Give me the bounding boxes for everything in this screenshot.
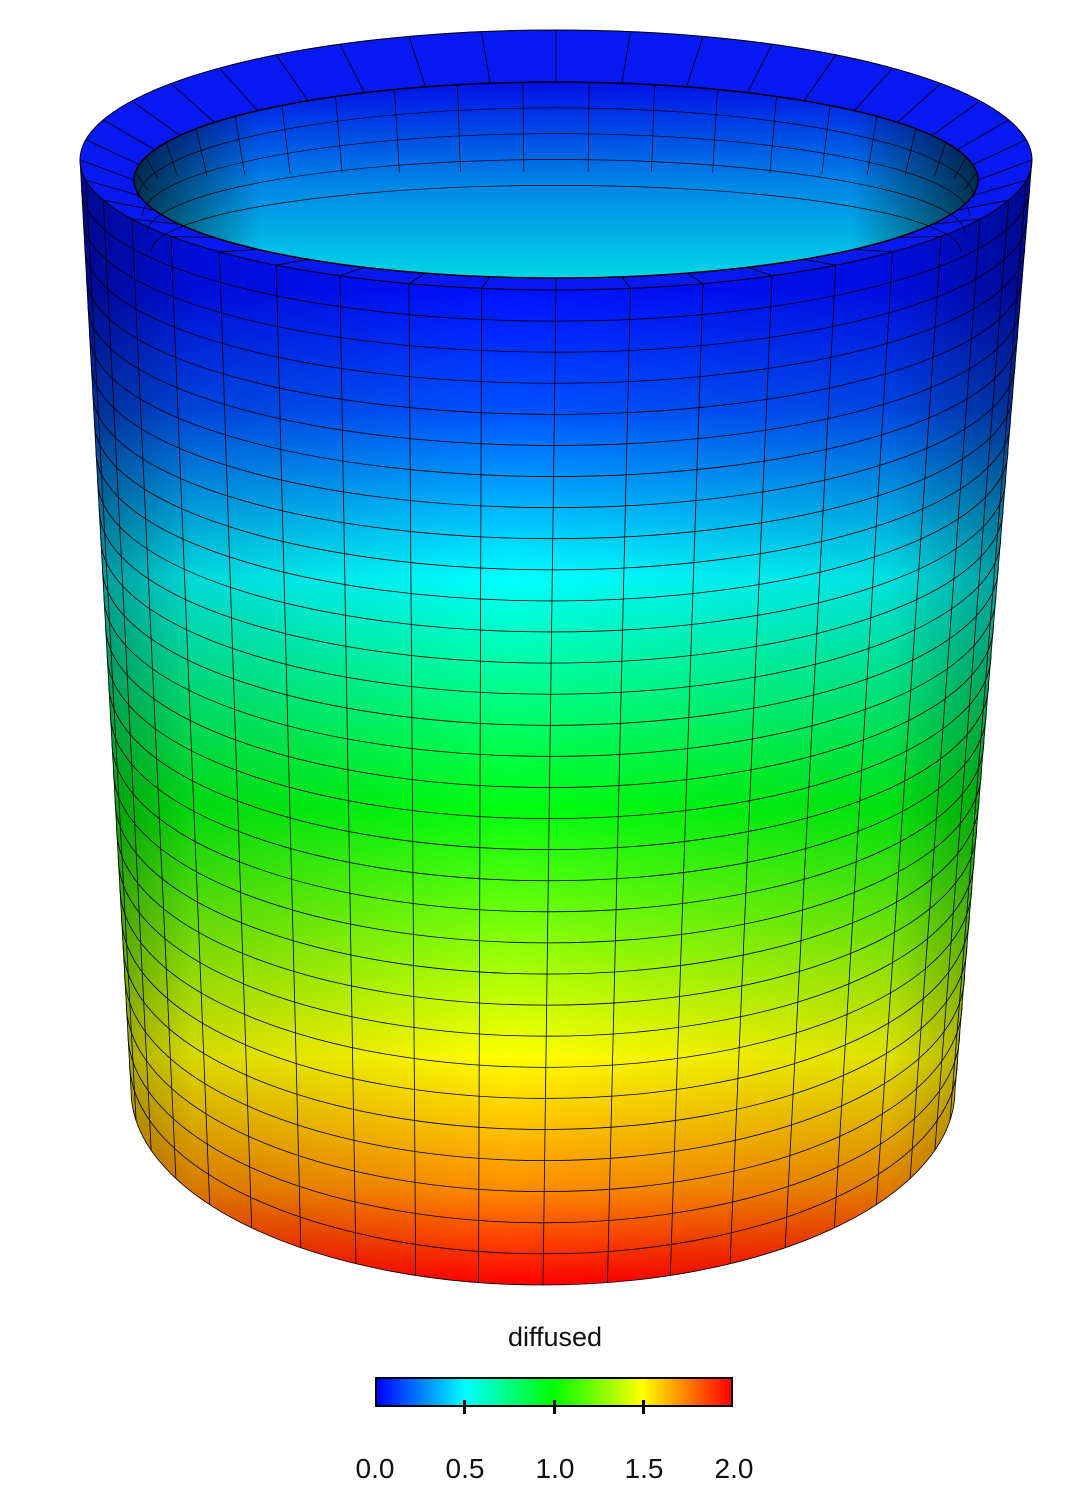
outer-grid-line xyxy=(339,275,357,1264)
rim-grid-line xyxy=(481,276,491,289)
outer-grid-line xyxy=(669,283,704,1276)
inner-grid-line xyxy=(281,105,291,174)
outer-grid-line xyxy=(875,236,942,1205)
rim-grid-line xyxy=(103,119,155,151)
inner-grid-line xyxy=(651,84,655,173)
inner-grid-line xyxy=(933,142,947,178)
outer-grid-line xyxy=(219,251,253,1228)
rim-grid-line xyxy=(931,218,981,225)
outer-grid-line xyxy=(79,159,132,1091)
rim-grid-line xyxy=(276,258,309,266)
rim-grid-line xyxy=(957,199,1009,211)
rim-grid-line xyxy=(339,43,365,93)
rim-grid-line xyxy=(85,179,140,196)
outer-grid-line xyxy=(607,288,631,1283)
inner-grid-ring xyxy=(137,107,975,199)
inner-wall-shading xyxy=(134,82,978,278)
colorbar-tick-label: 0.5 xyxy=(445,1453,485,1484)
rim-grid-line xyxy=(131,218,181,225)
rim-grid-line xyxy=(481,31,491,84)
inner-grid-line xyxy=(195,128,208,176)
inner-grid-ring xyxy=(146,159,966,235)
rim-grid-line xyxy=(803,54,837,101)
rim-grid-line xyxy=(621,276,631,289)
outer-wall-shading xyxy=(80,160,1032,1285)
outer-grid-line xyxy=(478,288,482,1283)
colorbar-tick-label: 1.0 xyxy=(535,1453,575,1484)
rim-grid-line xyxy=(79,159,135,181)
inner-grid-line xyxy=(234,116,246,175)
inner-grid-line xyxy=(963,172,977,191)
outer-grid-line xyxy=(784,265,837,1248)
rim-grid-line xyxy=(408,36,426,87)
inner-grid-line xyxy=(866,116,878,175)
inner-grid-line xyxy=(522,82,525,173)
outer-grid-line xyxy=(275,265,302,1248)
rim-grid-line xyxy=(275,54,309,101)
rim-grid-line xyxy=(931,100,981,136)
rim-grid-line xyxy=(103,199,155,211)
outer-grid-line xyxy=(833,251,893,1228)
inner-grid-line xyxy=(394,89,400,173)
inner-grid-line xyxy=(165,142,179,178)
outer-grid-line xyxy=(954,159,1033,1091)
inner-grid-line xyxy=(953,156,967,179)
colorbar-tick xyxy=(463,1400,466,1414)
cylinder-top-rim xyxy=(79,29,1033,291)
outer-grid-line xyxy=(131,219,177,1179)
inner-grid-ring xyxy=(142,133,970,217)
rim-grid-line xyxy=(972,139,1027,166)
outer-grid-line xyxy=(934,200,1010,1151)
colorbar-tick-label: 1.5 xyxy=(624,1453,664,1484)
rim-grid-line xyxy=(897,236,942,239)
cylinder-outer-surface xyxy=(80,160,1032,1285)
rim-grid-line xyxy=(957,119,1009,151)
inner-grid-line xyxy=(457,84,461,173)
rim-grid-line xyxy=(686,36,704,87)
outer-grid-line xyxy=(542,289,557,1286)
cylinder-render xyxy=(79,29,1033,1286)
inner-grid-line xyxy=(769,96,777,174)
outer-grid-line xyxy=(170,236,211,1205)
colorbar-tick-label: 0.0 xyxy=(355,1453,395,1484)
inner-grid-line xyxy=(712,89,718,173)
colorbar-tick xyxy=(642,1400,645,1414)
outer-grid-line xyxy=(909,218,981,1179)
rim-grid-line xyxy=(170,236,215,239)
colorbar-title: diffused xyxy=(507,1322,603,1352)
rim-grid-line xyxy=(131,100,181,136)
inner-grid-line xyxy=(335,96,343,174)
rim-grid-line xyxy=(219,248,258,253)
inner-grid-line xyxy=(135,172,149,191)
outer-grid-line xyxy=(729,275,773,1264)
rim-grid-line xyxy=(972,179,1027,196)
rim-grid-line xyxy=(747,266,773,277)
rim-grid-line xyxy=(854,248,893,253)
rim-grid-line xyxy=(339,266,365,277)
inner-grid-line xyxy=(904,128,917,176)
colorbar-tick-label: 2.0 xyxy=(714,1453,754,1484)
inner-grid-line xyxy=(145,156,159,179)
rim-grid-line xyxy=(170,83,215,123)
rim-grid-line xyxy=(897,83,942,123)
rim-grid-line xyxy=(977,159,1033,181)
inner-grid-line xyxy=(587,82,590,173)
rim-grid-line xyxy=(686,272,704,284)
inner-grid-ring xyxy=(150,185,962,253)
rim-grid-line xyxy=(854,67,893,111)
outer-grid-line xyxy=(102,200,152,1151)
rim-grid-line xyxy=(803,258,836,266)
outer-grid-line xyxy=(949,180,1027,1121)
rim-grid-line xyxy=(621,31,631,84)
rim-grid-line xyxy=(747,43,773,93)
rim-grid-line xyxy=(408,272,426,284)
inner-grid-line xyxy=(821,105,831,174)
outer-grid-line xyxy=(408,283,417,1276)
rim-grid-line xyxy=(85,139,140,166)
mesh-grid xyxy=(79,30,1033,1286)
rim-grid-line xyxy=(219,67,258,111)
colorbar-tick xyxy=(553,1400,556,1414)
outer-grid-line xyxy=(85,180,137,1121)
